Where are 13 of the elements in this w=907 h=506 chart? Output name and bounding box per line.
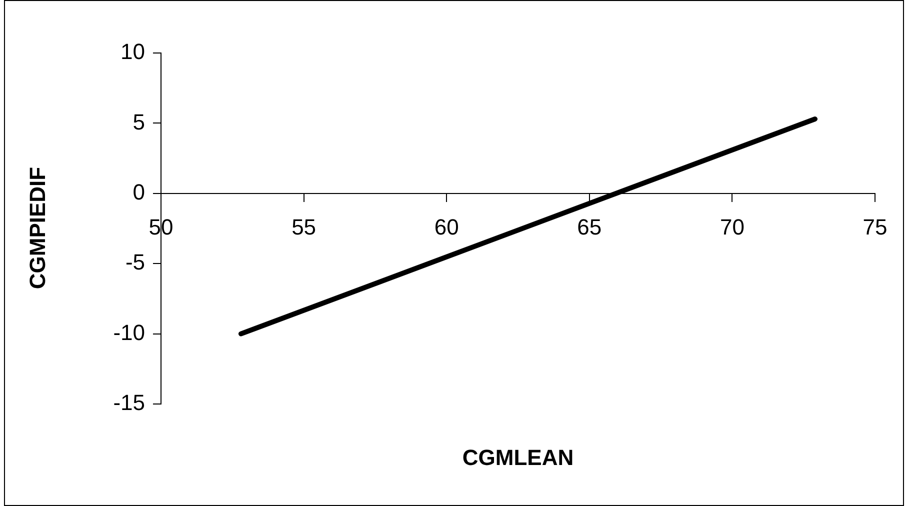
x-axis-title: CGMLEAN: [461, 445, 575, 471]
y-tick-label: 5: [132, 109, 145, 134]
x-tick-label: 60: [434, 214, 459, 240]
y-axis-title: CGMPIEDIF: [25, 166, 51, 290]
x-tick-label: 75: [862, 214, 888, 240]
x-tick-label: 70: [720, 214, 744, 240]
y-tick-label: -15: [113, 390, 145, 416]
y-tick-label: 0: [132, 179, 145, 204]
y-tick-label: -5: [125, 250, 145, 275]
y-tick-label: 10: [120, 39, 145, 64]
x-tick-label: 65: [577, 214, 602, 240]
y-tick-label: -10: [113, 320, 145, 345]
x-tick-label: 55: [292, 214, 316, 240]
